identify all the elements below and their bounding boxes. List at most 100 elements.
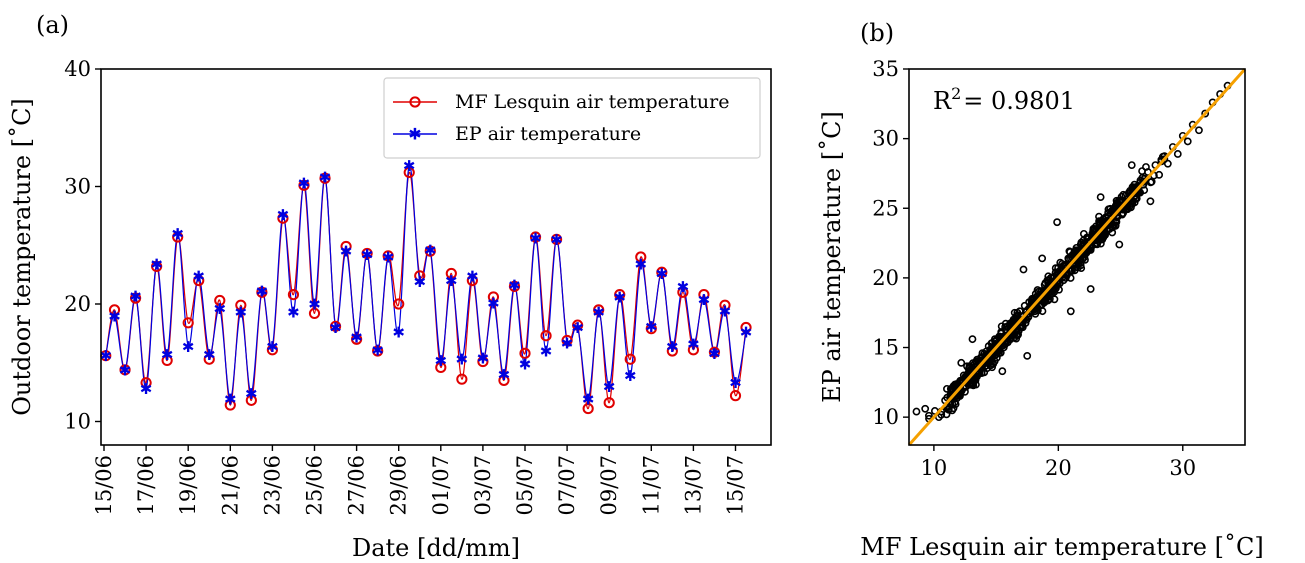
ep-marker-16: ✱: [266, 338, 279, 356]
x-tick-label-03/07: 03/07: [471, 455, 495, 516]
ep-marker-33: ✱: [445, 272, 458, 290]
x-tick-label-01/07: 01/07: [429, 455, 453, 516]
ep-marker-34: ✱: [456, 351, 469, 369]
x-tick-label-17/06: 17/06: [134, 455, 158, 516]
scatter-point-54: [1095, 219, 1104, 228]
mf-marker-59: [719, 299, 731, 311]
ep-marker-23: ✱: [340, 243, 353, 261]
scatter-point-55: [1099, 232, 1108, 241]
ep-marker-53: ✱: [656, 265, 669, 283]
mf-marker-37: [487, 291, 500, 303]
panel-b-x-axis-label: MF Lesquin air temperature [˚C]: [860, 533, 1263, 561]
ep-marker-12: ✱: [224, 391, 237, 409]
x-tick-label-15/07: 15/07: [724, 455, 748, 516]
scatter-point-1: [921, 404, 930, 413]
scatter-point-71: [1155, 170, 1164, 179]
mf-marker-6: [161, 354, 173, 366]
ep-marker-38: ✱: [498, 366, 511, 384]
mf-marker-29: [403, 166, 415, 178]
scatter-point-28: [1018, 321, 1027, 330]
x-tick-label-15/06: 15/06: [92, 455, 116, 516]
mf-marker-15: [256, 286, 268, 298]
panel-a-series-markers: ✱ ✱ ✱ ✱ ✱ ✱ ✱ ✱ ✱ ✱ ✱ ✱ ✱ ✱ ✱ ✱ ✱ ✱ ✱ ✱ ✱ ✱ ✱ ✱ ✱ ✱ ✱ ✱ ✱ ✱ ✱ ✱ ✱ ✱ ✱ ✱ ✱ ✱ ✱ ✱…: [99, 157, 753, 415]
ep-marker-42: ✱: [540, 343, 553, 361]
ep-marker-61: ✱: [740, 324, 753, 342]
mf-marker-39: [508, 280, 521, 292]
scatter-point-24: [1007, 333, 1015, 342]
ep-marker-26: ✱: [371, 341, 384, 359]
x-tick-label-29/06: 29/06: [387, 455, 411, 516]
ep-marker-0: ✱: [99, 347, 112, 365]
panel-b-label: (b): [860, 19, 894, 47]
scatter-point-36: [1040, 280, 1049, 289]
ep-marker-44: ✱: [561, 334, 574, 352]
mf-marker-19: [298, 179, 310, 191]
x-tick-label-19/06: 19/06: [176, 455, 200, 516]
y-tick-label-30: 30: [64, 175, 91, 199]
scatter-point-35: [1037, 300, 1045, 309]
scatter-point-48: [1076, 240, 1085, 249]
mf-marker-50: [624, 353, 636, 365]
mf-marker-61: [740, 321, 752, 334]
y-tick-label-10: 10: [64, 410, 91, 434]
b-x-tick-label-30: 30: [1169, 456, 1196, 480]
scatter-point-41: [1055, 279, 1064, 288]
b-y-tick-label-35: 35: [872, 57, 899, 81]
ep-marker-1: ✱: [108, 307, 121, 325]
mf-marker-57: [698, 289, 710, 301]
ep-marker-51: ✱: [634, 256, 647, 274]
mf-marker-44: [561, 334, 573, 347]
x-tick-label-13/07: 13/07: [681, 455, 705, 516]
scatter-point-56: [1101, 214, 1110, 222]
panel-b-scatter: (b) 10 15 20 25 30 35 10 20 30 EP air temperatu…: [818, 19, 1264, 561]
mf-marker-58: [708, 346, 721, 358]
mf-marker-21: [319, 172, 331, 184]
scatter-point-61: [1117, 209, 1126, 218]
mf-marker-2: [119, 364, 131, 376]
r-squared-value: = 0.9801: [963, 87, 1075, 115]
scatter-point-27: [1015, 307, 1024, 316]
scatter-point-19: [990, 335, 999, 344]
scatter-point-94: [1127, 161, 1136, 169]
mf-marker-26: [372, 345, 384, 357]
mf-marker-7: [172, 231, 184, 243]
mf-marker-43: [550, 233, 563, 245]
ep-marker-39: ✱: [508, 277, 521, 295]
ep-marker-29: ✱: [403, 157, 416, 175]
scatter-point-40: [1051, 268, 1060, 277]
ep-marker-8: ✱: [182, 338, 195, 356]
scatter-point-7: [952, 381, 961, 390]
ep-marker-47: ✱: [592, 304, 605, 322]
ep-marker-49: ✱: [613, 288, 626, 306]
ep-marker-27: ✱: [382, 249, 395, 267]
b-y-tick-label-15: 15: [872, 336, 899, 360]
mf-marker-55: [677, 286, 689, 298]
scatter-point-88: [1115, 240, 1124, 249]
mf-marker-46: [582, 402, 594, 415]
scatter-point-80: [1201, 109, 1210, 118]
r-squared-superscript: 2: [951, 84, 961, 103]
mf-marker-22: [329, 320, 342, 332]
scatter-point-bg-643: [978, 353, 986, 361]
scatter-point-17: [984, 342, 993, 351]
scatter-point-51: [1086, 246, 1095, 254]
r-squared-annotation: R2= 0.9801: [933, 84, 1075, 115]
mf-marker-53: [656, 266, 668, 278]
scatter-point-92: [1096, 193, 1105, 202]
scatter-point-29: [1020, 301, 1029, 310]
scatter-point-62: [1121, 191, 1130, 200]
panel-a-x-ticks: 15/06 17/06 19/06 21/06 23/06 25/06 27/06 29/06…: [92, 445, 748, 516]
ep-marker-40: ✱: [519, 355, 532, 373]
ep-marker-15: ✱: [256, 283, 269, 301]
scatter-point-84: [1053, 218, 1061, 227]
scatter-point-45: [1068, 267, 1076, 275]
panel-a-timeseries: (a) ✱✱✱✱✱✱✱✱✱✱✱✱✱✱✱✱✱✱✱✱✱✱✱✱✱✱✱✱✱✱✱✱✱✱✱✱…: [8, 11, 772, 562]
ep-marker-30: ✱: [413, 273, 426, 291]
ep-marker-54: ✱: [666, 338, 679, 356]
legend-label-mf: MF Lesquin air temperature: [455, 91, 729, 113]
scatter-point-bg-551: [1050, 295, 1059, 304]
mf-marker-33: [445, 267, 457, 280]
scatter-point-38: [1046, 273, 1055, 282]
mf-marker-45: [572, 319, 584, 331]
panel-b-y-ticks: 10 15 20 25 30 35: [872, 57, 909, 429]
